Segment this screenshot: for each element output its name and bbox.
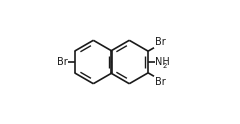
Text: Br: Br (57, 57, 67, 67)
Text: NH: NH (155, 57, 170, 67)
Text: 2: 2 (162, 63, 167, 69)
Text: Br: Br (155, 77, 165, 87)
Text: Br: Br (155, 37, 165, 47)
